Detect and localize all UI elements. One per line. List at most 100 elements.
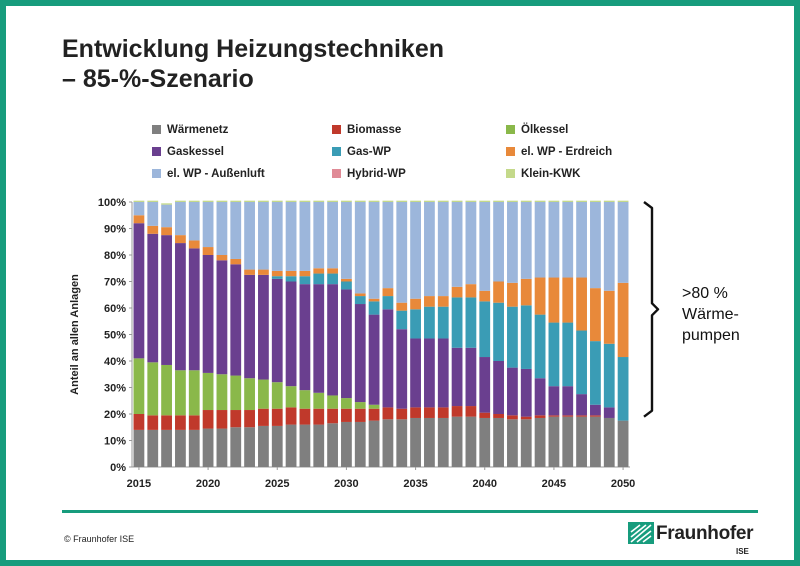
bar-segment-el-wp-erdreich [299, 270, 311, 277]
bar-segment-gaskessel [327, 284, 338, 396]
annotation-text: >80 % [682, 285, 728, 302]
bar-segment-el-wp-außenluft [410, 202, 421, 299]
bar-segment-el-wp-außenluft [562, 202, 574, 278]
bar-segment-el-wp-außenluft [244, 202, 255, 270]
bar-segment-el-wp-erdreich [603, 290, 615, 344]
bar-segment-gas-wp [424, 306, 435, 339]
bar-segment-klein-kwk [396, 200, 408, 202]
bar-segment-klein-kwk [534, 200, 546, 202]
bar-segment-biomasse [562, 415, 574, 417]
bar-segment-klein-kwk [507, 200, 518, 202]
bar-segment-gas-wp [520, 305, 532, 369]
bar-segment-gaskessel [188, 248, 200, 371]
bar-segment-gaskessel [271, 278, 283, 383]
bar-segment-el-wp-außenluft [299, 202, 311, 271]
bar-segment-el-wp-außenluft [341, 202, 352, 279]
bar-segment-wärmenetz [285, 424, 297, 467]
bar-segment-wärmenetz [188, 429, 200, 467]
bar-segment-el-wp-außenluft [548, 202, 560, 278]
bar-segment-el-wp-außenluft [382, 202, 394, 289]
bar-segment-wärmenetz [327, 423, 338, 467]
bar-segment-wärmenetz [147, 429, 159, 467]
legend-label: Gaskessel [167, 146, 224, 158]
bar-segment-gaskessel [299, 284, 311, 391]
bar-segment-klein-kwk [133, 200, 145, 202]
bar-segment-el-wp-außenluft [465, 202, 477, 285]
bar-segment-wärmenetz [230, 427, 242, 467]
bar-segment-biomasse [341, 408, 352, 422]
bar-segment-el-wp-außenluft [216, 202, 228, 255]
bar-segment-klein-kwk [147, 200, 159, 202]
bar-segment-wärmenetz [313, 424, 325, 467]
bar-segment-klein-kwk [313, 200, 325, 202]
bar-segment-gaskessel [437, 338, 449, 408]
legend-label: Biomasse [347, 124, 401, 136]
bar-segment-gas-wp [562, 322, 574, 387]
bar-segment-el-wp-erdreich [451, 286, 463, 298]
y-tick-label: 90% [104, 224, 126, 236]
y-tick-label: 80% [104, 250, 126, 262]
bar-segment-el-wp-außenluft [590, 202, 601, 289]
bar-segment-klein-kwk [617, 200, 629, 202]
legend-swatch [332, 169, 341, 178]
annotation-text: Wärme- [682, 306, 739, 323]
bar-segment-el-wp-erdreich [230, 258, 242, 265]
bar-segment-el-wp-außenluft [396, 202, 408, 303]
bar-segment-klein-kwk [244, 200, 255, 202]
bar-segment-wärmenetz [341, 421, 352, 467]
bar-segment-gas-wp [617, 357, 629, 421]
title-line-1: Entwicklung Heizungstechniken [62, 35, 444, 63]
x-tick-label: 2020 [196, 478, 220, 490]
bar-segment-gaskessel [548, 386, 560, 416]
bar-segment-ölkessel [161, 364, 172, 416]
bar-segment-el-wp-erdreich [507, 282, 518, 307]
bar-segment-biomasse [327, 408, 338, 424]
bar-segment-el-wp-außenluft [603, 202, 615, 291]
bar-segment-klein-kwk [368, 200, 380, 202]
y-tick-label: 70% [104, 277, 126, 289]
bar-segment-biomasse [285, 407, 297, 425]
bar-segment-gaskessel [590, 404, 601, 416]
bar-segment-el-wp-erdreich [590, 288, 601, 342]
bar-segment-biomasse [437, 407, 449, 418]
bar-segment-gaskessel [465, 347, 477, 407]
bar-segment-ölkessel [188, 370, 200, 416]
bar-segment-biomasse [313, 408, 325, 425]
y-tick-label: 0% [110, 462, 126, 474]
bar-segment-gas-wp [410, 309, 421, 339]
bar-segment-el-wp-erdreich [341, 278, 352, 282]
bar-segment-wärmenetz [382, 419, 394, 467]
bar-segment-gaskessel [603, 407, 615, 418]
bar-segment-biomasse [534, 415, 546, 418]
bar-segment-wärmenetz [410, 417, 421, 467]
bar-segment-gas-wp [603, 343, 615, 408]
bar-segment-gaskessel [382, 309, 394, 408]
bar-segment-gaskessel [341, 289, 352, 399]
bar-segment-wärmenetz [451, 416, 463, 467]
bar-segment-el-wp-außenluft [424, 202, 435, 297]
bar-segment-gaskessel [396, 329, 408, 409]
y-axis-label: Anteil an allen Anlagen [69, 274, 81, 395]
bar-segment-klein-kwk [465, 200, 477, 202]
bar-segment-ölkessel [133, 358, 145, 414]
bar-segment-ölkessel [175, 370, 186, 416]
bar-segment-gaskessel [562, 386, 574, 416]
bar-segment-gas-wp [590, 341, 601, 405]
bar-segment-wärmenetz [161, 429, 172, 467]
bar-segment-ölkessel [285, 386, 297, 408]
bar-segment-el-wp-erdreich [147, 225, 159, 234]
legend-label: Klein-KWK [521, 168, 581, 180]
bar-segment-klein-kwk [202, 200, 214, 202]
bar-segment-wärmenetz [479, 417, 491, 467]
bar-segment-klein-kwk [258, 200, 269, 202]
bar-segment-el-wp-außenluft [313, 202, 325, 269]
bar-segment-el-wp-außenluft [576, 202, 587, 278]
logo-name: Fraunhofer [656, 523, 754, 544]
bar-segment-gas-wp [299, 276, 311, 285]
bar-segment-el-wp-erdreich [258, 269, 269, 275]
bar-segment-el-wp-erdreich [617, 282, 629, 358]
bar-segment-el-wp-außenluft [188, 202, 200, 241]
bar-segment-el-wp-erdreich [161, 227, 172, 236]
bar-segment-gaskessel [424, 338, 435, 408]
bar-segment-biomasse [258, 408, 269, 426]
